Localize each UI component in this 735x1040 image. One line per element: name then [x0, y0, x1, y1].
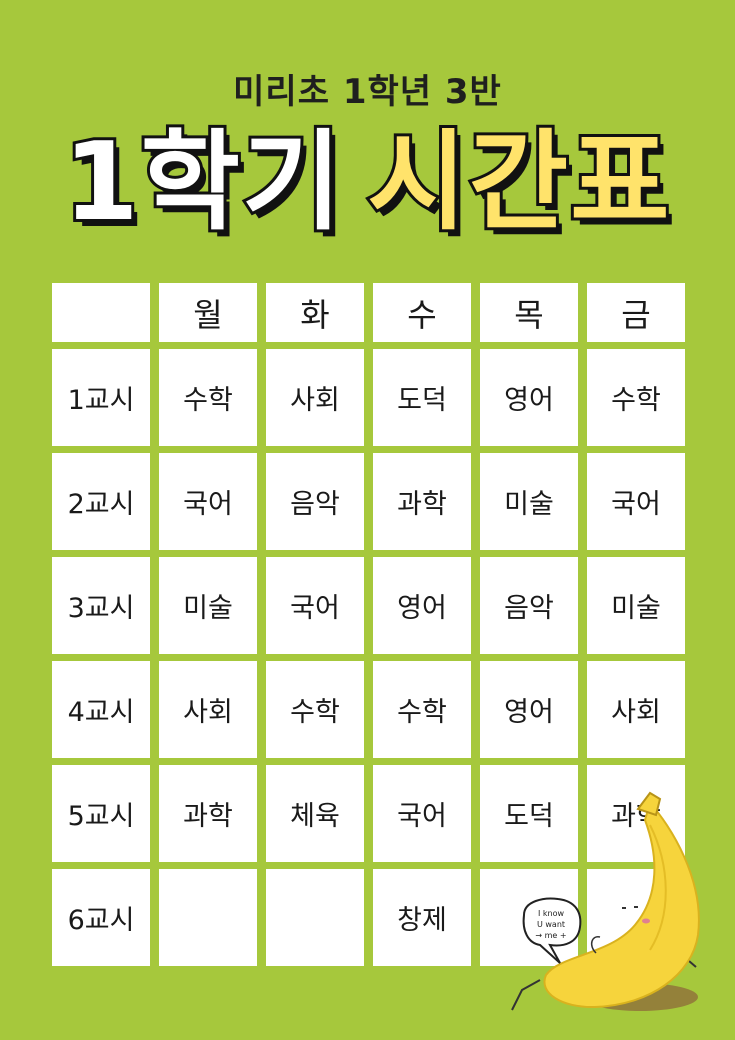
class-cell: 창제 [373, 869, 471, 966]
banana-character-illustration: I know U want → me + [511, 791, 700, 1011]
class-cell: 미술 [480, 453, 578, 550]
class-cell: 영어 [480, 661, 578, 758]
speech-bubble-line-3: → me + [535, 931, 566, 940]
speech-bubble-line-1: I know [538, 909, 565, 918]
class-cell: 수학 [159, 349, 257, 446]
banana-stem [636, 791, 662, 817]
class-cell: 도덕 [480, 765, 578, 862]
class-cell: 영어 [373, 557, 471, 654]
class-cell: 영어 [480, 349, 578, 446]
class-subtitle: 미리초 1학년 3반 [233, 72, 502, 112]
class-cell: 국어 [159, 453, 257, 550]
period-label-4: 4교시 [52, 661, 150, 758]
class-cell [159, 869, 257, 966]
class-cell: 체육 [266, 765, 364, 862]
title-timetable: 시간표 [364, 117, 672, 248]
class-cell: 수학 [373, 661, 471, 758]
class-cell: 수학 [266, 661, 364, 758]
header-corner-cell [52, 283, 150, 342]
banana-left-leg [511, 979, 541, 1011]
class-cell: 미술 [587, 557, 685, 654]
class-cell: 미술 [159, 557, 257, 654]
class-cell: 사회 [266, 349, 364, 446]
header-day-fri: 금 [587, 283, 685, 342]
period-label-5: 5교시 [52, 765, 150, 862]
class-cell: 사회 [587, 661, 685, 758]
class-cell [266, 869, 364, 966]
period-label-1: 1교시 [52, 349, 150, 446]
class-cell: 과학 [373, 453, 471, 550]
header-day-tue: 화 [266, 283, 364, 342]
timetable-grid: 월 화 수 목 금 1교시 수학 사회 도덕 영어 수학 2교시 국어 음악 과… [52, 283, 685, 966]
class-cell: 국어 [266, 557, 364, 654]
banana-lips [642, 918, 650, 924]
banana-right-eye [634, 906, 638, 908]
page-title: 1학기 시간표 [0, 117, 735, 248]
class-cell: 음악 [266, 453, 364, 550]
class-cell: 과학 [159, 765, 257, 862]
header-day-wed: 수 [373, 283, 471, 342]
period-label-2: 2교시 [52, 453, 150, 550]
class-cell: 국어 [373, 765, 471, 862]
class-cell: 수학 [587, 349, 685, 446]
header-day-thu: 목 [480, 283, 578, 342]
class-cell: 음악 [480, 557, 578, 654]
title-semester: 1학기 [61, 117, 345, 248]
period-label-3: 3교시 [52, 557, 150, 654]
class-cell: 사회 [159, 661, 257, 758]
speech-bubble: I know U want → me + [522, 897, 582, 964]
header-day-mon: 월 [159, 283, 257, 342]
class-cell: 도덕 [373, 349, 471, 446]
class-cell: 국어 [587, 453, 685, 550]
period-label-6: 6교시 [52, 869, 150, 966]
speech-bubble-line-2: U want [537, 920, 565, 929]
banana-left-eye [622, 907, 626, 909]
